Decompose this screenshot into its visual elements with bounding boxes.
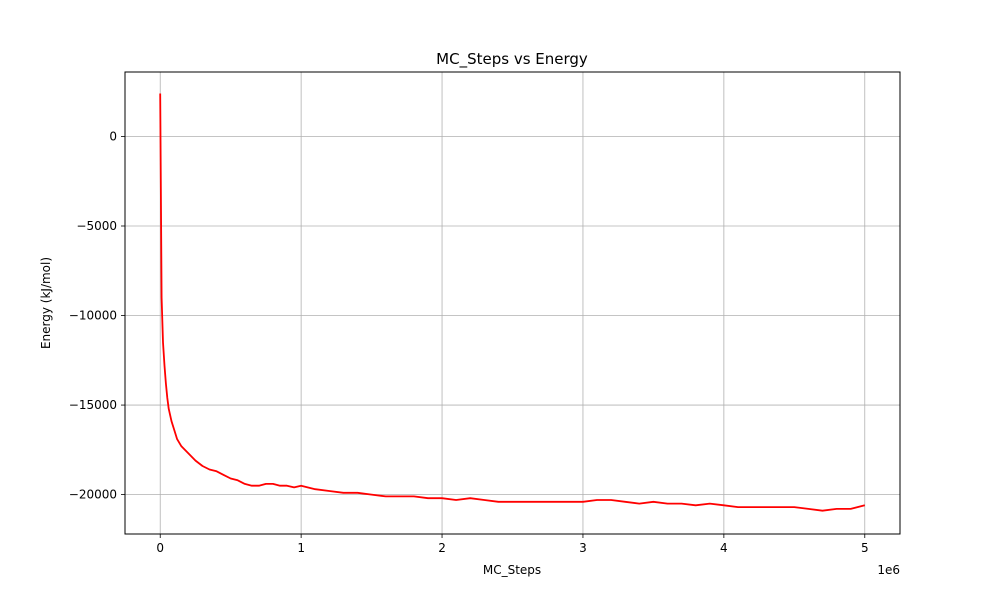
x-tick-label: 0 (156, 541, 164, 555)
chart-title: MC_Steps vs Energy (436, 50, 588, 69)
x-axis-label: MC_Steps (483, 563, 541, 577)
grid-lines (125, 72, 900, 534)
y-tick-label: 0 (109, 129, 117, 143)
tick-layer: 0 1 2 3 4 5 0 −5000 −10000 −15000 −20000 (69, 129, 869, 555)
energy-line (159, 93, 866, 512)
y-tick-label: −20000 (69, 488, 117, 502)
x-tick-label: 2 (438, 541, 446, 555)
plot-frame (124, 71, 901, 535)
data-layer (159, 93, 866, 512)
y-axis-label: Energy (kJ/mol) (39, 257, 53, 349)
x-axis-offset-label: 1e6 (877, 563, 900, 577)
x-tick-label: 1 (297, 541, 305, 555)
y-tick-label: −5000 (76, 219, 117, 233)
y-tick-label: −15000 (69, 398, 117, 412)
x-tick-label: 4 (720, 541, 728, 555)
x-tick-label: 3 (579, 541, 587, 555)
y-tick-label: −10000 (69, 309, 117, 323)
x-tick-label: 5 (861, 541, 869, 555)
